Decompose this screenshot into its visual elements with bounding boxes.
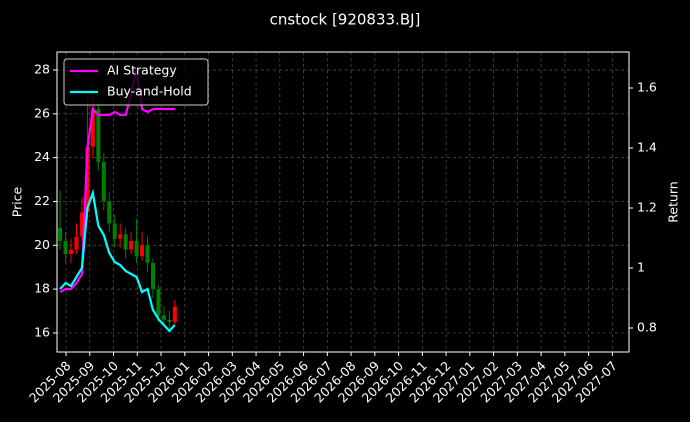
y2-tick-label: 1.2 <box>637 200 657 215</box>
candle-body <box>140 245 145 257</box>
y-tick-label: 20 <box>34 237 50 252</box>
y-tick-label: 28 <box>34 61 50 76</box>
candle-body <box>63 240 68 255</box>
y2-tick-label: 1.6 <box>637 80 657 95</box>
y-tick-label: 18 <box>34 281 50 296</box>
candle-body <box>134 240 139 257</box>
candle-body <box>74 236 79 250</box>
candle-body <box>150 262 155 290</box>
candle-body <box>123 234 128 250</box>
y2-tick-label: 1 <box>637 260 645 275</box>
candle-body <box>79 212 84 237</box>
y-tick-label: 26 <box>34 105 50 120</box>
candle-body <box>85 146 90 213</box>
candle-body <box>156 289 161 316</box>
candle-body <box>101 162 106 202</box>
candle-body <box>69 249 74 255</box>
candle-body <box>90 109 95 147</box>
candle-body <box>58 227 63 241</box>
chart-title: cnstock [920833.BJ] <box>270 11 421 29</box>
candle-body <box>129 240 134 250</box>
legend-label: AI Strategy <box>107 63 177 78</box>
candle-body <box>167 319 172 322</box>
y2-tick-label: 0.8 <box>637 320 657 335</box>
candle-body <box>107 201 112 224</box>
candle-body <box>172 306 177 322</box>
series-line <box>59 69 175 293</box>
legend-box <box>63 58 209 106</box>
candle-body <box>161 315 166 320</box>
candle-body <box>118 234 123 239</box>
candle-body <box>96 109 101 163</box>
y-tick-label: 24 <box>34 149 50 164</box>
y2-tick-label: 1.4 <box>637 140 657 155</box>
plot-frame <box>56 51 630 353</box>
candle-body <box>112 223 117 239</box>
legend-label: Buy-and-Hold <box>107 84 192 99</box>
y2-axis-label: Return <box>666 181 681 222</box>
y-tick-label: 16 <box>34 324 50 339</box>
candle-body <box>145 245 150 263</box>
y-tick-label: 22 <box>34 193 50 208</box>
series-line <box>59 188 176 333</box>
y-axis-label: Price <box>10 186 25 217</box>
